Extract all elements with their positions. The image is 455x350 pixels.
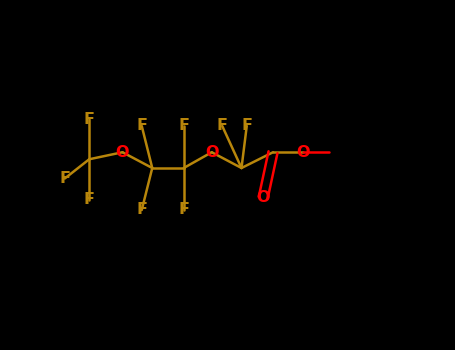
Text: O: O (257, 190, 270, 205)
Text: F: F (217, 119, 228, 133)
Text: O: O (205, 145, 218, 160)
Text: F: F (59, 171, 70, 186)
Text: F: F (136, 203, 147, 217)
Text: O: O (116, 145, 129, 160)
Text: F: F (84, 192, 95, 207)
Text: O: O (296, 145, 309, 160)
Text: F: F (136, 119, 147, 133)
Text: F: F (178, 203, 189, 217)
Text: F: F (178, 119, 189, 133)
Text: F: F (241, 119, 252, 133)
Text: F: F (84, 112, 95, 126)
